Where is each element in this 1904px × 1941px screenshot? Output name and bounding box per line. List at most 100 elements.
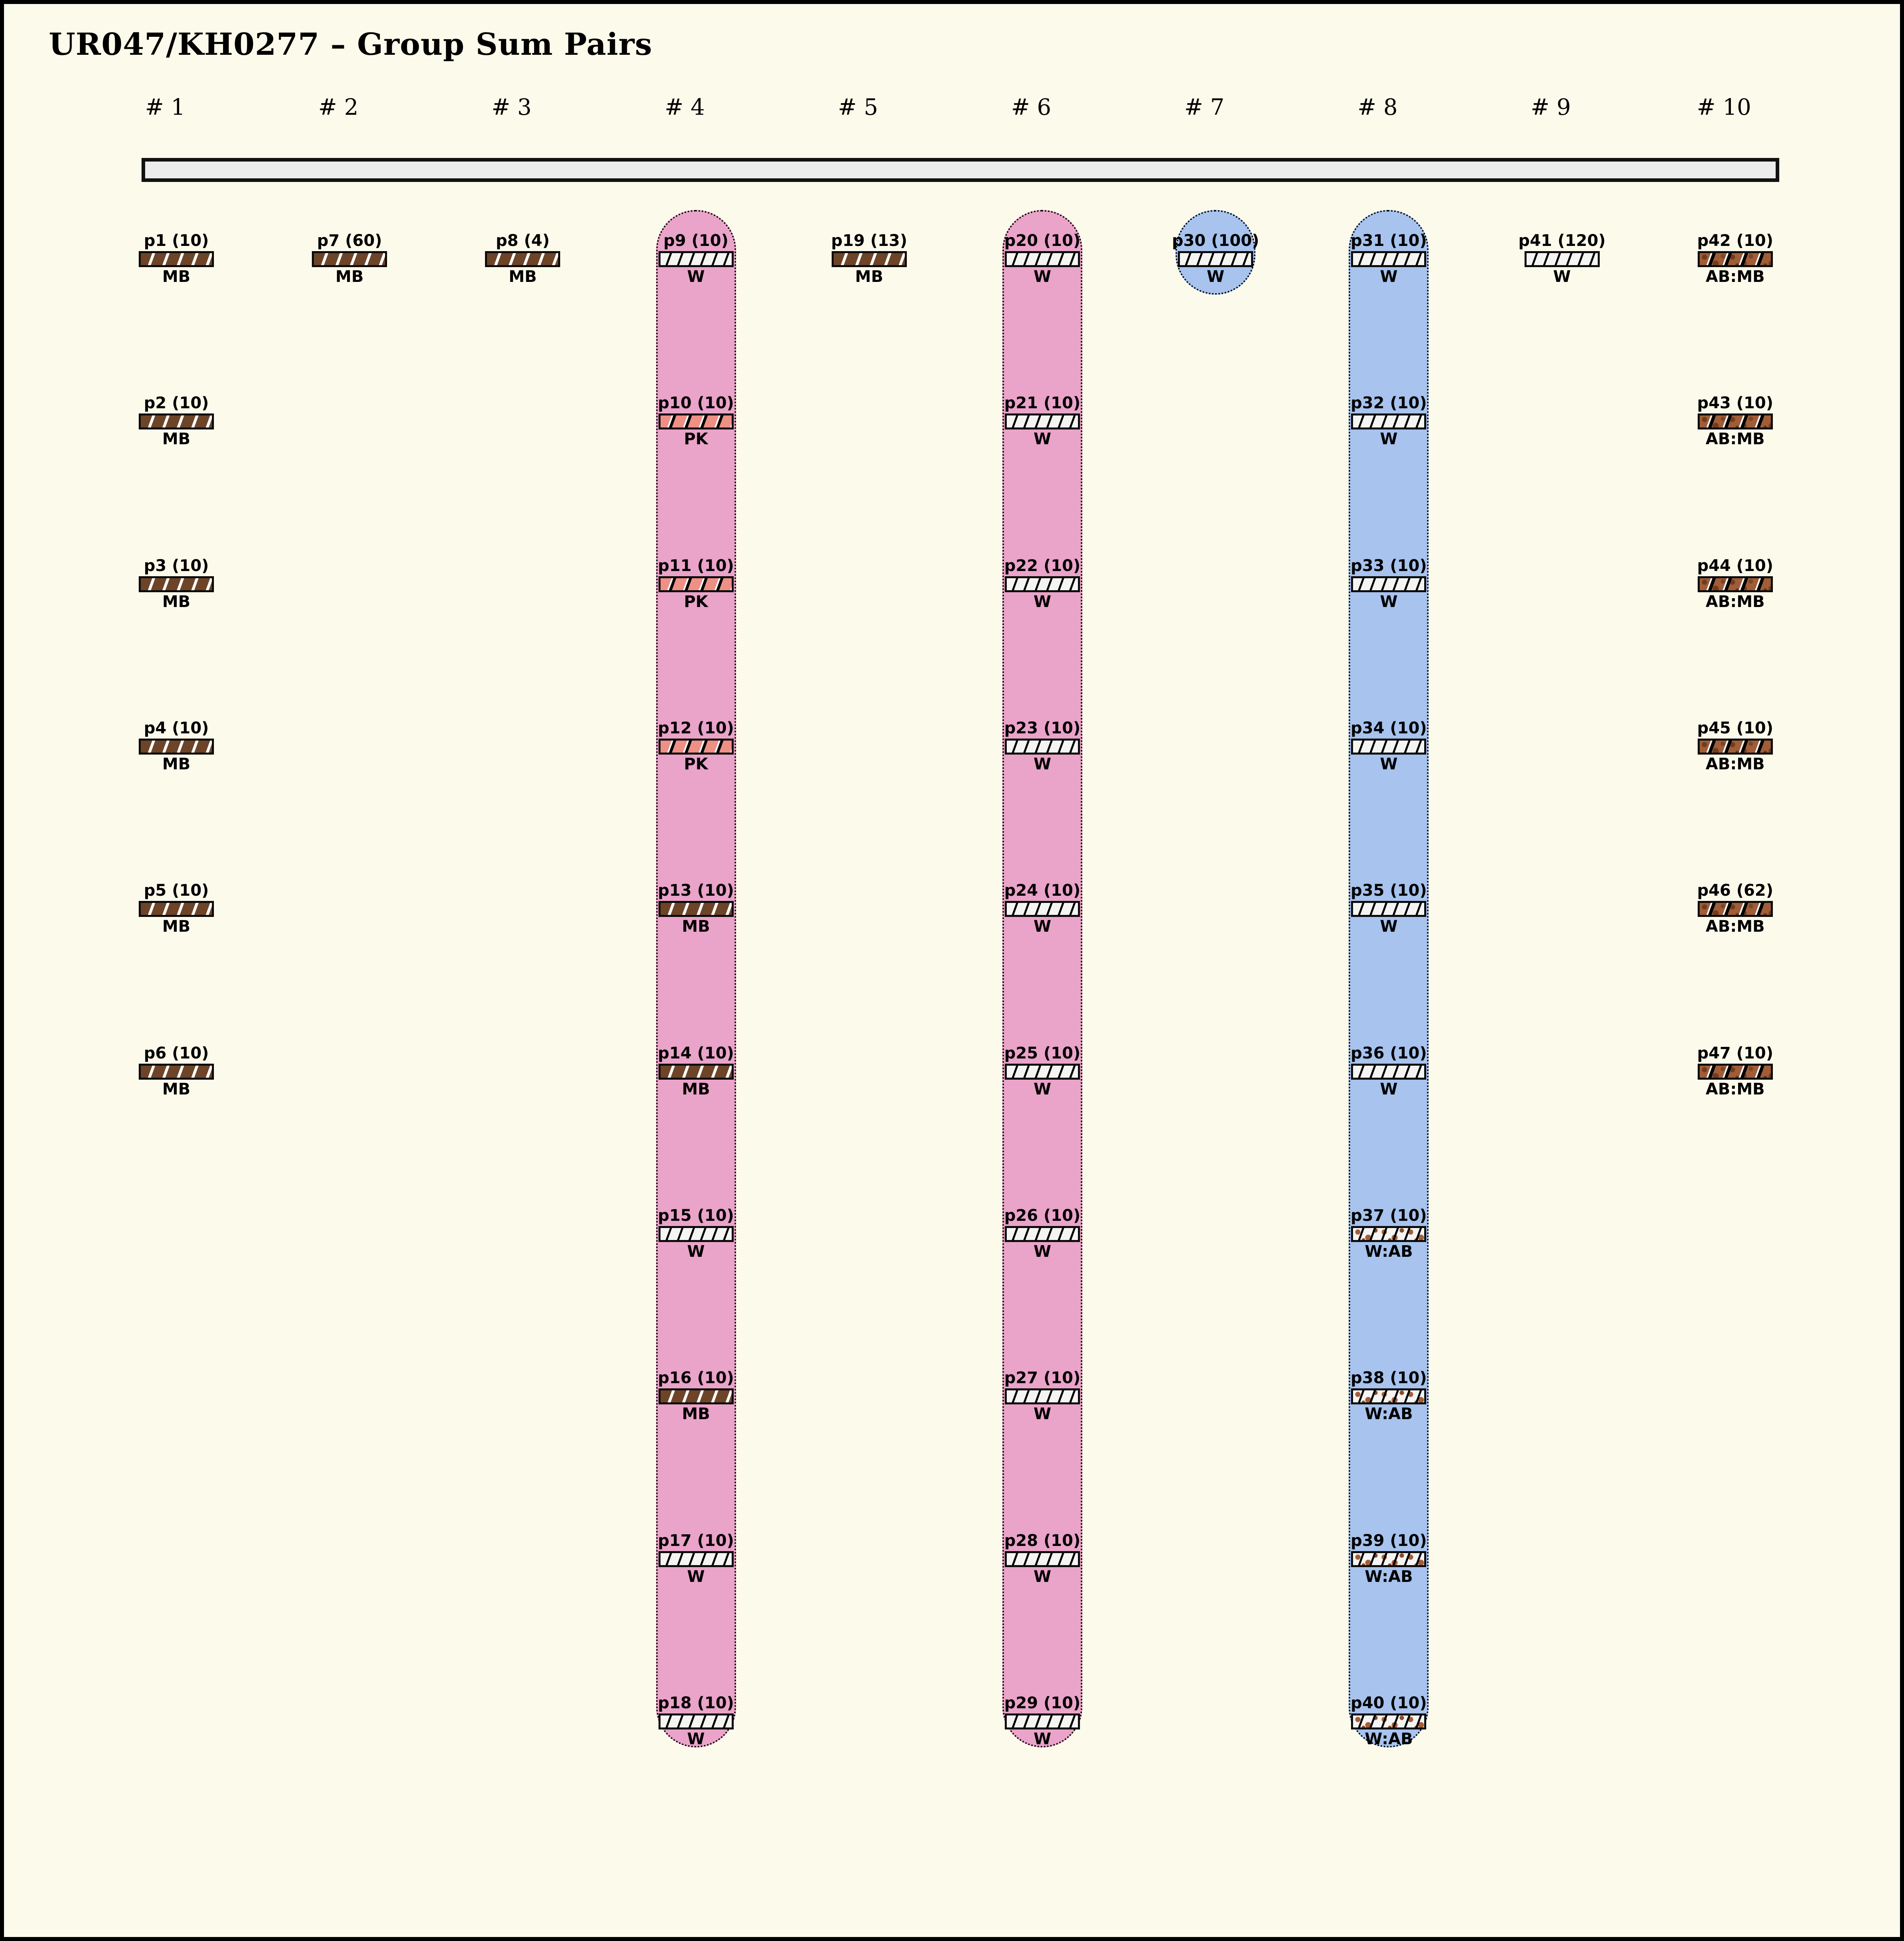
column-header-2: # 2 bbox=[318, 94, 359, 120]
sample-tag: W bbox=[687, 268, 705, 286]
sample-tag: MB bbox=[682, 917, 710, 936]
sample-bar-w-ab bbox=[1351, 1226, 1427, 1242]
sample-tag: W bbox=[1033, 1567, 1052, 1586]
sample-tag: W bbox=[1033, 755, 1052, 773]
sample-bar-w bbox=[1351, 576, 1427, 592]
sample-tag: PK bbox=[684, 430, 708, 449]
sample-tag: MB bbox=[682, 1405, 710, 1424]
sample-tag: W bbox=[1033, 268, 1052, 286]
sample-label: p3 (10) bbox=[144, 556, 209, 575]
sample-bar-w bbox=[1005, 738, 1080, 755]
sample-bar-w bbox=[1005, 576, 1080, 592]
sample-label: p39 (10) bbox=[1351, 1531, 1427, 1550]
sample-label: p14 (10) bbox=[658, 1044, 734, 1062]
sample-tag: AB:MB bbox=[1705, 430, 1765, 449]
sample-tag: W bbox=[1553, 268, 1571, 286]
sample-tag: W bbox=[687, 1242, 705, 1261]
sample-bar-w-ab bbox=[1351, 1551, 1427, 1567]
sample-label: p28 (10) bbox=[1004, 1531, 1081, 1550]
sample-tag: PK bbox=[684, 592, 708, 611]
sample-bar-w-ab bbox=[1351, 1388, 1427, 1405]
sample-tag: W bbox=[1033, 917, 1052, 936]
sample-tag: W bbox=[1033, 430, 1052, 449]
sample-bar-w bbox=[1178, 251, 1253, 267]
column-header-9: # 9 bbox=[1531, 94, 1571, 120]
sample-label: p5 (10) bbox=[144, 881, 209, 900]
sample-label: p4 (10) bbox=[144, 719, 209, 737]
sample-bar-mb bbox=[139, 251, 214, 267]
sample-bar-mb bbox=[312, 251, 387, 267]
sample-bar-ab-mb bbox=[1697, 576, 1773, 592]
sample-bar-mb bbox=[658, 1063, 734, 1080]
sample-bar-ab-mb bbox=[1697, 413, 1773, 430]
sample-label: p9 (10) bbox=[663, 232, 728, 250]
sample-bar-w-ab bbox=[1351, 1713, 1427, 1729]
sample-label: p41 (120) bbox=[1518, 232, 1606, 250]
column-header-7: # 7 bbox=[1184, 94, 1225, 120]
sample-tag: W bbox=[1380, 268, 1398, 286]
sample-tag: W bbox=[1033, 1405, 1052, 1424]
sample-tag: W bbox=[1207, 268, 1225, 286]
sample-label: p33 (10) bbox=[1351, 556, 1427, 575]
sample-tag: MB bbox=[162, 430, 191, 449]
sample-tag: W:AB bbox=[1365, 1405, 1413, 1424]
sample-tag: W bbox=[1033, 1729, 1052, 1748]
sample-tag: MB bbox=[682, 1080, 710, 1098]
sample-label: p36 (10) bbox=[1351, 1044, 1427, 1062]
sample-bar-w bbox=[1005, 1713, 1080, 1729]
sample-tag: AB:MB bbox=[1705, 755, 1765, 773]
sample-label: p16 (10) bbox=[658, 1369, 734, 1388]
sample-tag: W bbox=[1033, 1242, 1052, 1261]
sample-label: p26 (10) bbox=[1004, 1206, 1081, 1225]
sample-label: p24 (10) bbox=[1004, 881, 1081, 900]
sample-bar-w bbox=[1351, 901, 1427, 917]
sample-tag: W:AB bbox=[1365, 1567, 1413, 1586]
sample-tag: MB bbox=[162, 268, 191, 286]
sample-label: p25 (10) bbox=[1004, 1044, 1081, 1062]
sample-tag: W bbox=[1033, 1080, 1052, 1098]
sample-bar-pk bbox=[658, 413, 734, 430]
sample-tag: AB:MB bbox=[1705, 268, 1765, 286]
sample-bar-mb bbox=[139, 576, 214, 592]
sample-bar-w bbox=[1005, 1226, 1080, 1242]
sample-label: p29 (10) bbox=[1004, 1693, 1081, 1712]
sample-bar-w bbox=[1351, 1063, 1427, 1080]
column-header-8: # 8 bbox=[1357, 94, 1398, 120]
column-header-10: # 10 bbox=[1696, 94, 1751, 120]
sample-tag: MB bbox=[855, 268, 883, 286]
sample-bar-w bbox=[1005, 251, 1080, 267]
sample-tag: MB bbox=[509, 268, 537, 286]
sample-label: p27 (10) bbox=[1004, 1369, 1081, 1388]
sample-bar-w bbox=[658, 1551, 734, 1567]
sample-bar-w bbox=[1351, 251, 1427, 267]
sample-label: p21 (10) bbox=[1004, 394, 1081, 413]
sample-bar-mb bbox=[139, 413, 214, 430]
sample-label: p11 (10) bbox=[658, 556, 734, 575]
sample-label: p44 (10) bbox=[1697, 556, 1774, 575]
sample-label: p47 (10) bbox=[1697, 1044, 1774, 1062]
sample-tag: W bbox=[1380, 755, 1398, 773]
sample-bar-mb bbox=[831, 251, 907, 267]
sample-label: p19 (13) bbox=[831, 232, 908, 250]
sample-tag: MB bbox=[162, 1080, 191, 1098]
sample-label: p7 (60) bbox=[317, 232, 382, 250]
sample-bar-w bbox=[1005, 901, 1080, 917]
sample-bar-w bbox=[1005, 413, 1080, 430]
sample-tag: MB bbox=[335, 268, 364, 286]
sample-bar-ab-mb bbox=[1697, 738, 1773, 755]
sample-tag: W bbox=[1380, 917, 1398, 936]
column-header-1: # 1 bbox=[145, 94, 186, 120]
sample-bar-w bbox=[1351, 738, 1427, 755]
sample-label: p32 (10) bbox=[1351, 394, 1427, 413]
column-header-6: # 6 bbox=[1011, 94, 1052, 120]
column-8-band-blue bbox=[1349, 210, 1429, 1747]
sample-tag: AB:MB bbox=[1705, 592, 1765, 611]
sample-bar-mb bbox=[658, 1388, 734, 1405]
sample-label: p30 (100) bbox=[1172, 232, 1259, 250]
column-header-5: # 5 bbox=[838, 94, 878, 120]
sample-bar-w bbox=[1351, 413, 1427, 430]
sample-label: p42 (10) bbox=[1697, 232, 1774, 250]
sample-tag: W:AB bbox=[1365, 1242, 1413, 1261]
sample-label: p34 (10) bbox=[1351, 719, 1427, 737]
sample-bar-ab-mb bbox=[1697, 1063, 1773, 1080]
